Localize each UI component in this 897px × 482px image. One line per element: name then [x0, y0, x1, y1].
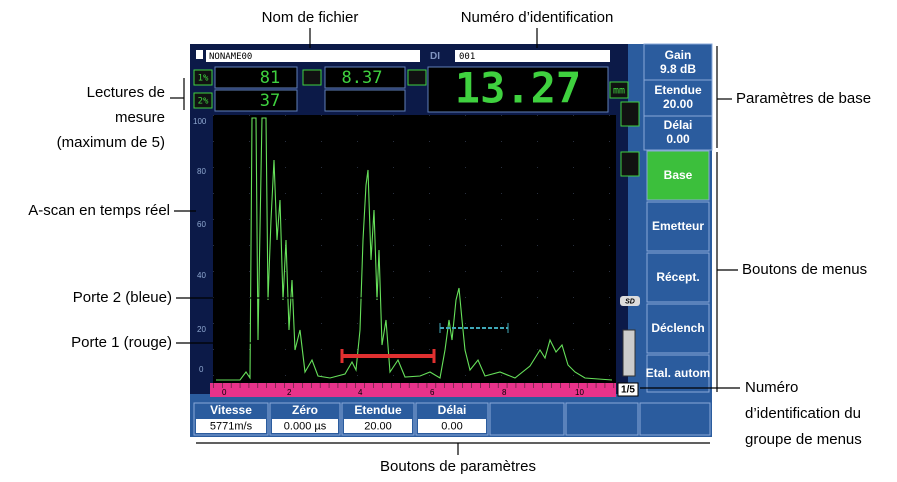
x-label: 10	[575, 388, 584, 397]
y-label: 80	[197, 167, 206, 176]
file-icon	[196, 50, 203, 59]
file-name: NONAME00	[209, 52, 252, 62]
annotation: mesure	[115, 109, 165, 126]
y-label: 0	[199, 365, 204, 374]
base-param-label: Délai	[664, 118, 693, 132]
unit: mm	[613, 86, 625, 97]
menu-label: Déclench	[651, 321, 704, 335]
param-button[interactable]	[566, 403, 638, 435]
annotation: Lectures de	[87, 84, 165, 101]
base-param-label: Etendue	[654, 83, 702, 97]
menu-group: 1/5	[621, 385, 635, 396]
annotation: Porte 1 (rouge)	[71, 334, 172, 351]
base-param-value: 20.00	[663, 97, 693, 111]
di-label: DI	[430, 51, 440, 62]
x-label: 8	[502, 388, 507, 397]
x-label: 6	[430, 388, 435, 397]
base-param-value: 9.8 dB	[660, 62, 696, 76]
param-label: Etendue	[354, 403, 402, 417]
y-label: 20	[197, 325, 206, 334]
param-button[interactable]	[640, 403, 710, 435]
annotation: (maximum de 5)	[57, 134, 165, 151]
annotation: groupe de menus	[745, 431, 862, 448]
icon	[303, 70, 321, 85]
annotation: Boutons de menus	[742, 261, 867, 278]
reading-box	[325, 90, 405, 111]
gate-icon	[621, 102, 639, 126]
reading-icon: 1%	[198, 74, 209, 84]
id-box	[455, 50, 610, 62]
param-label: Zéro	[292, 403, 318, 417]
figure: NONAME00 DI 001 1% 2% 81 37 8.37 13.27 m…	[0, 0, 897, 482]
reading: 81	[260, 68, 280, 88]
id-value: 001	[459, 52, 475, 62]
reading-icon: 2%	[198, 97, 209, 107]
menu-label: Récept.	[656, 270, 699, 284]
y-label: 100	[193, 117, 207, 126]
x-label: 4	[358, 388, 363, 397]
x-label: 2	[287, 388, 292, 397]
y-label: 60	[197, 220, 206, 229]
gate-icon	[621, 152, 639, 176]
icon	[408, 70, 426, 85]
battery	[623, 330, 635, 376]
page: {"annotations": { "file_name": "Nom de f…	[0, 0, 897, 482]
param-label: Délai	[438, 403, 467, 417]
annotation: Numéro	[745, 379, 798, 396]
menu-label: Emetteur	[652, 219, 704, 233]
reading-box	[215, 90, 297, 111]
reading: 37	[260, 91, 280, 111]
param-value: 5771m/s	[210, 420, 253, 432]
annotation: Nom de fichier	[262, 9, 359, 26]
scale-ticks	[210, 383, 616, 397]
param-button[interactable]	[490, 403, 564, 435]
menu-label: Etal. autom	[646, 366, 711, 380]
sd-label: SD	[625, 298, 635, 305]
body: NONAME00 DI 001 1% 2% 81 37 8.37 13.27 m…	[0, 0, 897, 482]
annotation: Numéro d’identification	[461, 9, 614, 26]
reading: 8.37	[342, 68, 383, 88]
param-label: Vitesse	[210, 403, 252, 417]
annotation: d’identification du	[745, 405, 861, 422]
menu-label: Base	[664, 168, 693, 182]
param-value: 0.000 µs	[284, 420, 327, 432]
annotation: A-scan en temps réel	[28, 202, 170, 219]
x-label: 0	[222, 388, 227, 397]
annotation: Boutons de paramètres	[380, 458, 536, 475]
y-label: 40	[197, 271, 206, 280]
main-reading: 13.27	[455, 64, 581, 113]
param-value: 20.00	[364, 420, 392, 432]
reading-box	[215, 67, 297, 88]
param-value: 0.00	[441, 420, 462, 432]
base-param-label: Gain	[665, 48, 692, 62]
annotation: Paramètres de base	[736, 90, 871, 107]
annotation: Porte 2 (bleue)	[73, 289, 172, 306]
base-param-value: 0.00	[666, 132, 690, 146]
